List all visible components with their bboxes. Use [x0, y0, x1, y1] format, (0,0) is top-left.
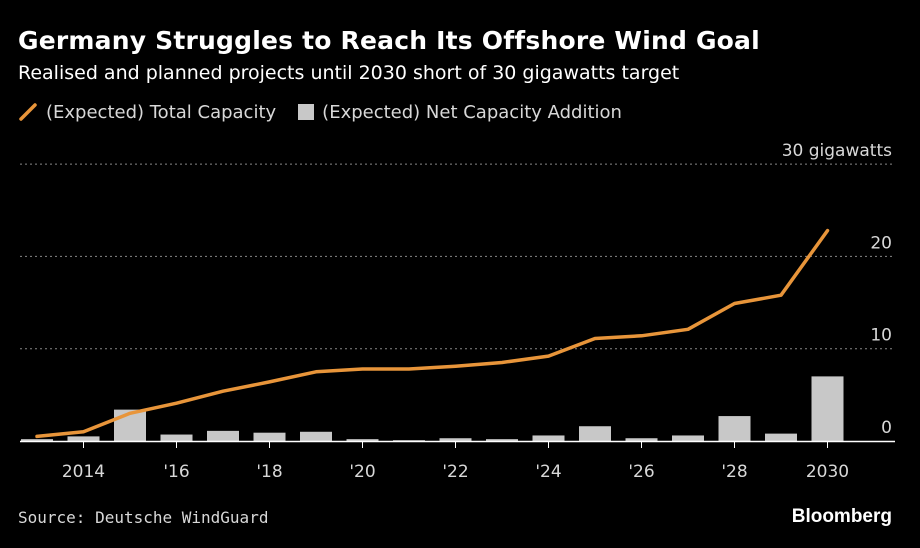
y-tick-label: 30 gigawatts	[782, 141, 892, 161]
bar	[579, 426, 611, 441]
x-tick-label: '28	[721, 462, 747, 482]
chart-subtitle: Realised and planned projects until 2030…	[18, 62, 680, 84]
source-note: Source: Deutsche WindGuard	[18, 508, 269, 527]
bar	[346, 439, 379, 441]
legend-item-total-capacity: (Expected) Total Capacity	[18, 102, 276, 123]
bar	[67, 436, 100, 441]
axis-layer: 0 10 20 30 gigawatts 2014 '16 '18 '20 '22 '24 '26 '…	[20, 141, 895, 482]
bar	[160, 434, 193, 441]
bar	[21, 439, 53, 441]
y-tick-label: 0	[881, 418, 892, 438]
x-tick-label: '24	[535, 462, 561, 482]
bar	[253, 432, 286, 441]
bar	[300, 431, 332, 441]
y-tick-label: 20	[870, 233, 892, 253]
x-tick-label: '18	[256, 462, 282, 482]
legend-item-net-addition: (Expected) Net Capacity Addition	[298, 102, 622, 123]
legend-line-swatch	[19, 103, 37, 121]
x-tick-label: 2014	[62, 462, 105, 482]
bar	[811, 376, 844, 441]
legend: (Expected) Total Capacity (Expected) Net…	[18, 100, 644, 124]
legend-label-net-addition: (Expected) Net Capacity Addition	[322, 101, 622, 123]
bar	[532, 435, 565, 441]
bar	[439, 438, 472, 441]
x-tick-label: '22	[442, 462, 468, 482]
bar	[625, 438, 658, 441]
brand-logo: Bloomberg	[791, 506, 892, 527]
bar	[672, 435, 704, 441]
x-tick-label: '16	[163, 462, 189, 482]
bar	[718, 416, 751, 441]
bar	[207, 430, 239, 441]
x-tick-label: '26	[628, 462, 654, 482]
bar	[486, 439, 518, 441]
legend-label-total-capacity: (Expected) Total Capacity	[46, 101, 277, 123]
x-tick-label: 2030	[806, 462, 849, 482]
legend-bar-swatch	[298, 104, 315, 120]
bar	[393, 440, 425, 441]
bar	[765, 433, 797, 441]
y-tick-label: 10	[870, 326, 892, 346]
grid-layer	[20, 163, 895, 350]
chart-title: Germany Struggles to Reach Its Offshore …	[18, 26, 760, 55]
line-layer	[35, 228, 830, 439]
line-total-capacity	[35, 228, 830, 439]
x-tick-label: '20	[349, 462, 375, 482]
